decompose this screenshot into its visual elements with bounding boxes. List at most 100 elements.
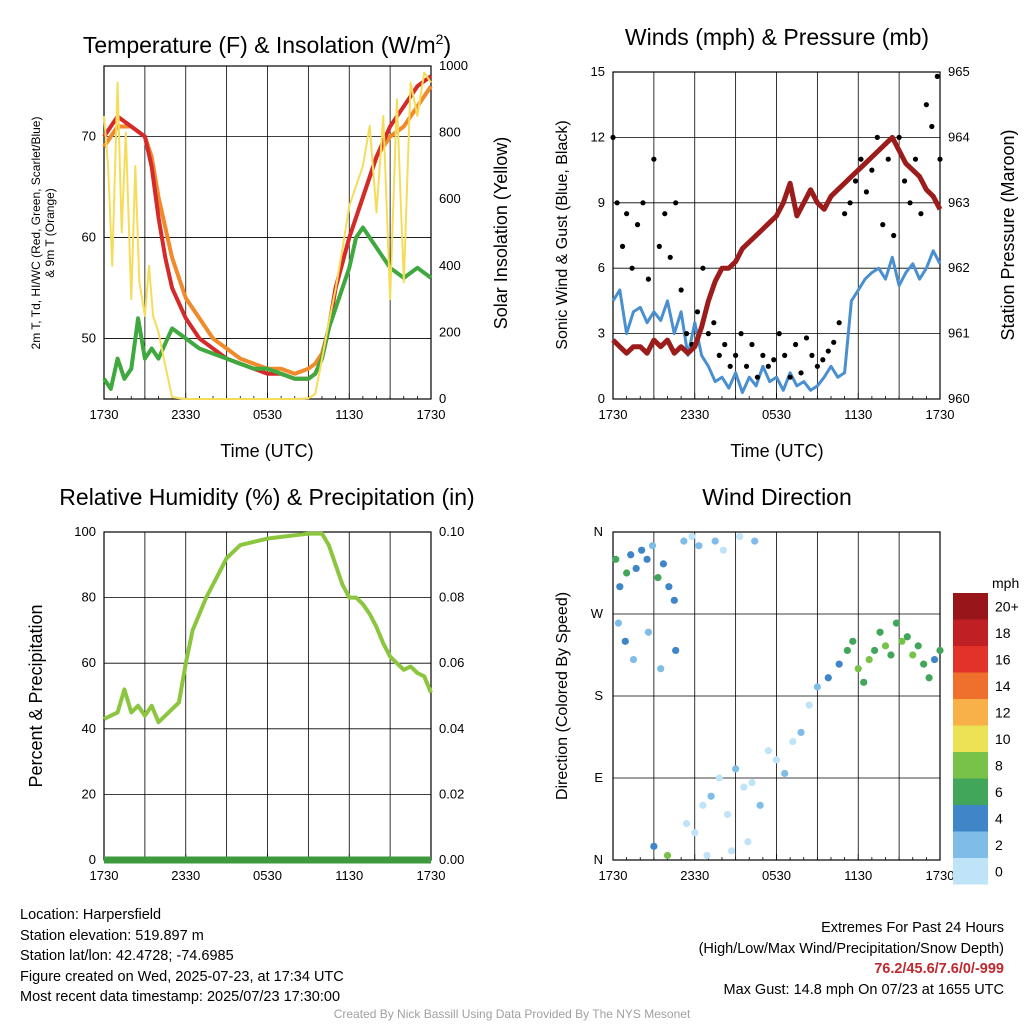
panel-1-ytick-right: 964 (948, 129, 970, 144)
colorbar-swatch (953, 672, 988, 699)
gust-point (662, 211, 668, 217)
gust-point (809, 352, 815, 358)
gust-point (937, 156, 943, 162)
gust-point (836, 320, 842, 326)
panel-2-xtick: 0530 (253, 868, 282, 883)
direction-point (756, 801, 764, 809)
latlon-text: Station lat/lon: 42.4728; -74.6985 (20, 948, 234, 964)
direction-point (650, 842, 658, 850)
colorbar-label: 10 (995, 731, 1011, 747)
panel-0-title: Temperature (F) & Insolation (W/m2) (83, 31, 451, 58)
gust-point (863, 189, 870, 195)
gust-point (678, 287, 684, 293)
colorbar-unit: mph (992, 575, 1019, 591)
created-text: Figure created on Wed, 2025-07-23, at 17… (20, 968, 344, 985)
direction-point (936, 646, 944, 655)
direction-point (707, 792, 715, 800)
direction-point (732, 765, 740, 773)
panel-1-ytick: 12 (591, 129, 605, 144)
panel-1-ytick: 9 (598, 195, 605, 210)
direction-point (744, 838, 752, 846)
colorbar-label: 4 (995, 810, 1003, 826)
panel-0-xtick: 2330 (171, 407, 200, 422)
direction-point (772, 756, 781, 764)
direction-point (748, 778, 756, 787)
panel-2-xtick: 1730 (90, 868, 119, 883)
gust-point (667, 254, 673, 260)
direction-point (925, 674, 933, 682)
gust-point (640, 200, 646, 206)
panel-3-ytick: E (594, 770, 603, 785)
panel-2-title: Relative Humidity (%) & Precipitation (i… (59, 484, 474, 510)
colorbar-swatch (953, 593, 988, 620)
direction-point (920, 660, 928, 668)
panel-2-ytick: 60 (82, 655, 96, 670)
direction-point (719, 546, 727, 554)
direction-point (670, 596, 678, 604)
direction-point (789, 737, 797, 746)
gust-point (918, 211, 924, 217)
panel-0-ytick-right: 1000 (439, 58, 468, 73)
gust-point (656, 243, 662, 249)
colorbar-label: 6 (995, 784, 1003, 800)
gust-point (842, 211, 848, 217)
direction-point (659, 560, 668, 568)
gust-point (929, 123, 935, 130)
direction-point (887, 651, 895, 659)
panel-1-ytick: 15 (591, 64, 605, 79)
panel-2-ylabel: Percent & Precipitation (26, 604, 46, 787)
gust-point (614, 200, 620, 206)
direction-point (682, 819, 691, 828)
direction-point (813, 683, 821, 691)
panel-1-ylabel-right: Station Pressure (Maroon) (998, 129, 1018, 340)
panel-2-ytick-right: 0.02 (439, 786, 464, 801)
temp-series-3 (103, 71, 432, 400)
gust-point (619, 243, 626, 249)
gust-point (787, 374, 793, 380)
colorbar-label: 12 (995, 704, 1011, 720)
panel-0-xtick: 1730 (417, 407, 446, 422)
panel-1-ytick-right: 962 (948, 260, 970, 275)
panel-0-xlabel: Time (UTC) (220, 441, 313, 461)
temp-series-1 (102, 74, 433, 381)
gust-point (705, 331, 711, 337)
direction-point (740, 783, 748, 791)
colorbar-swatch (953, 752, 988, 779)
panel-2-ytick: 40 (82, 721, 96, 736)
gust-point (798, 370, 804, 376)
panel-2-xtick: 1730 (417, 868, 446, 883)
title-close: ) (443, 32, 451, 58)
gust-point (923, 102, 929, 108)
gust-point (610, 134, 616, 140)
panel-0-ytick-right: 0 (439, 391, 446, 406)
gust-point (912, 156, 919, 162)
gust-point (896, 134, 902, 140)
direction-point (623, 569, 631, 577)
panel-3-xtick: 1730 (926, 868, 955, 883)
panel-2-xtick: 1130 (335, 868, 363, 883)
extremes-title: Extremes For Past 24 Hours (821, 920, 1004, 936)
direction-point (695, 542, 703, 550)
direction-point (727, 847, 736, 855)
extremes-values: 76.2/45.6/7.6/0/-999 (874, 961, 1004, 977)
panel-3-ytick: S (594, 688, 603, 703)
gust-point (880, 222, 886, 228)
gust-point (831, 339, 837, 345)
panel-3-xtick: 1730 (599, 868, 628, 883)
panel-1-ytick: 3 (598, 326, 605, 341)
direction-point (881, 642, 890, 650)
panel-3-ytick: N (594, 852, 603, 867)
colorbar-label: 18 (995, 625, 1011, 641)
panel-0-ytick-right: 400 (439, 258, 461, 273)
elevation-text: Station elevation: 519.897 m (20, 927, 204, 944)
panel-2-ytick: 100 (74, 524, 96, 539)
direction-point (898, 637, 906, 645)
gust-point (743, 363, 750, 369)
direction-point (672, 646, 680, 655)
colorbar-swatch (953, 646, 988, 673)
panel-2-xtick: 2330 (171, 868, 200, 883)
recent-text: Most recent data timestamp: 2025/07/23 1… (20, 989, 341, 1005)
direction-point (632, 564, 640, 573)
gust-point (847, 200, 853, 206)
panel-1-xtick: 1130 (844, 407, 872, 422)
